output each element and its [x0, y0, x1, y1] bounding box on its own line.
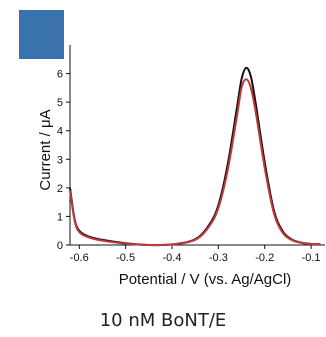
ticks: -0.6 -0.5 -0.4 -0.3 -0.2 -0.1 0 1 2 3 4 5 6	[57, 69, 321, 264]
x-tick-label: -0.1	[302, 252, 321, 264]
y-axis-label: Current / μA	[37, 109, 54, 190]
y-tick-label: 6	[57, 69, 63, 81]
y-tick-label: 0	[57, 240, 63, 252]
x-tick-label: -0.3	[209, 252, 228, 264]
y-tick-label: 5	[57, 97, 63, 109]
y-tick-label: 2	[57, 183, 63, 195]
voltammogram-chart: -0.6 -0.5 -0.4 -0.3 -0.2 -0.1 0 1 2 3 4 5 6 Potentia…	[37, 45, 325, 288]
x-tick-label: -0.4	[163, 252, 182, 264]
caption: 10 nM BoNT/E	[99, 310, 227, 331]
series-line-1	[69, 66, 321, 247]
y-tick-label: 4	[57, 126, 63, 138]
x-tick-label: -0.2	[255, 252, 274, 264]
series-line-2	[69, 78, 321, 247]
y-tick-label: 1	[57, 211, 63, 223]
y-tick-label: 3	[57, 154, 63, 166]
series-lines	[69, 66, 321, 247]
panel-label-swatch	[19, 10, 64, 59]
x-tick-label: -0.6	[70, 252, 89, 264]
axes	[69, 45, 325, 246]
x-tick-label: -0.5	[116, 252, 135, 264]
x-axis-label: Potential / V (vs. Ag/AgCl)	[119, 271, 292, 288]
